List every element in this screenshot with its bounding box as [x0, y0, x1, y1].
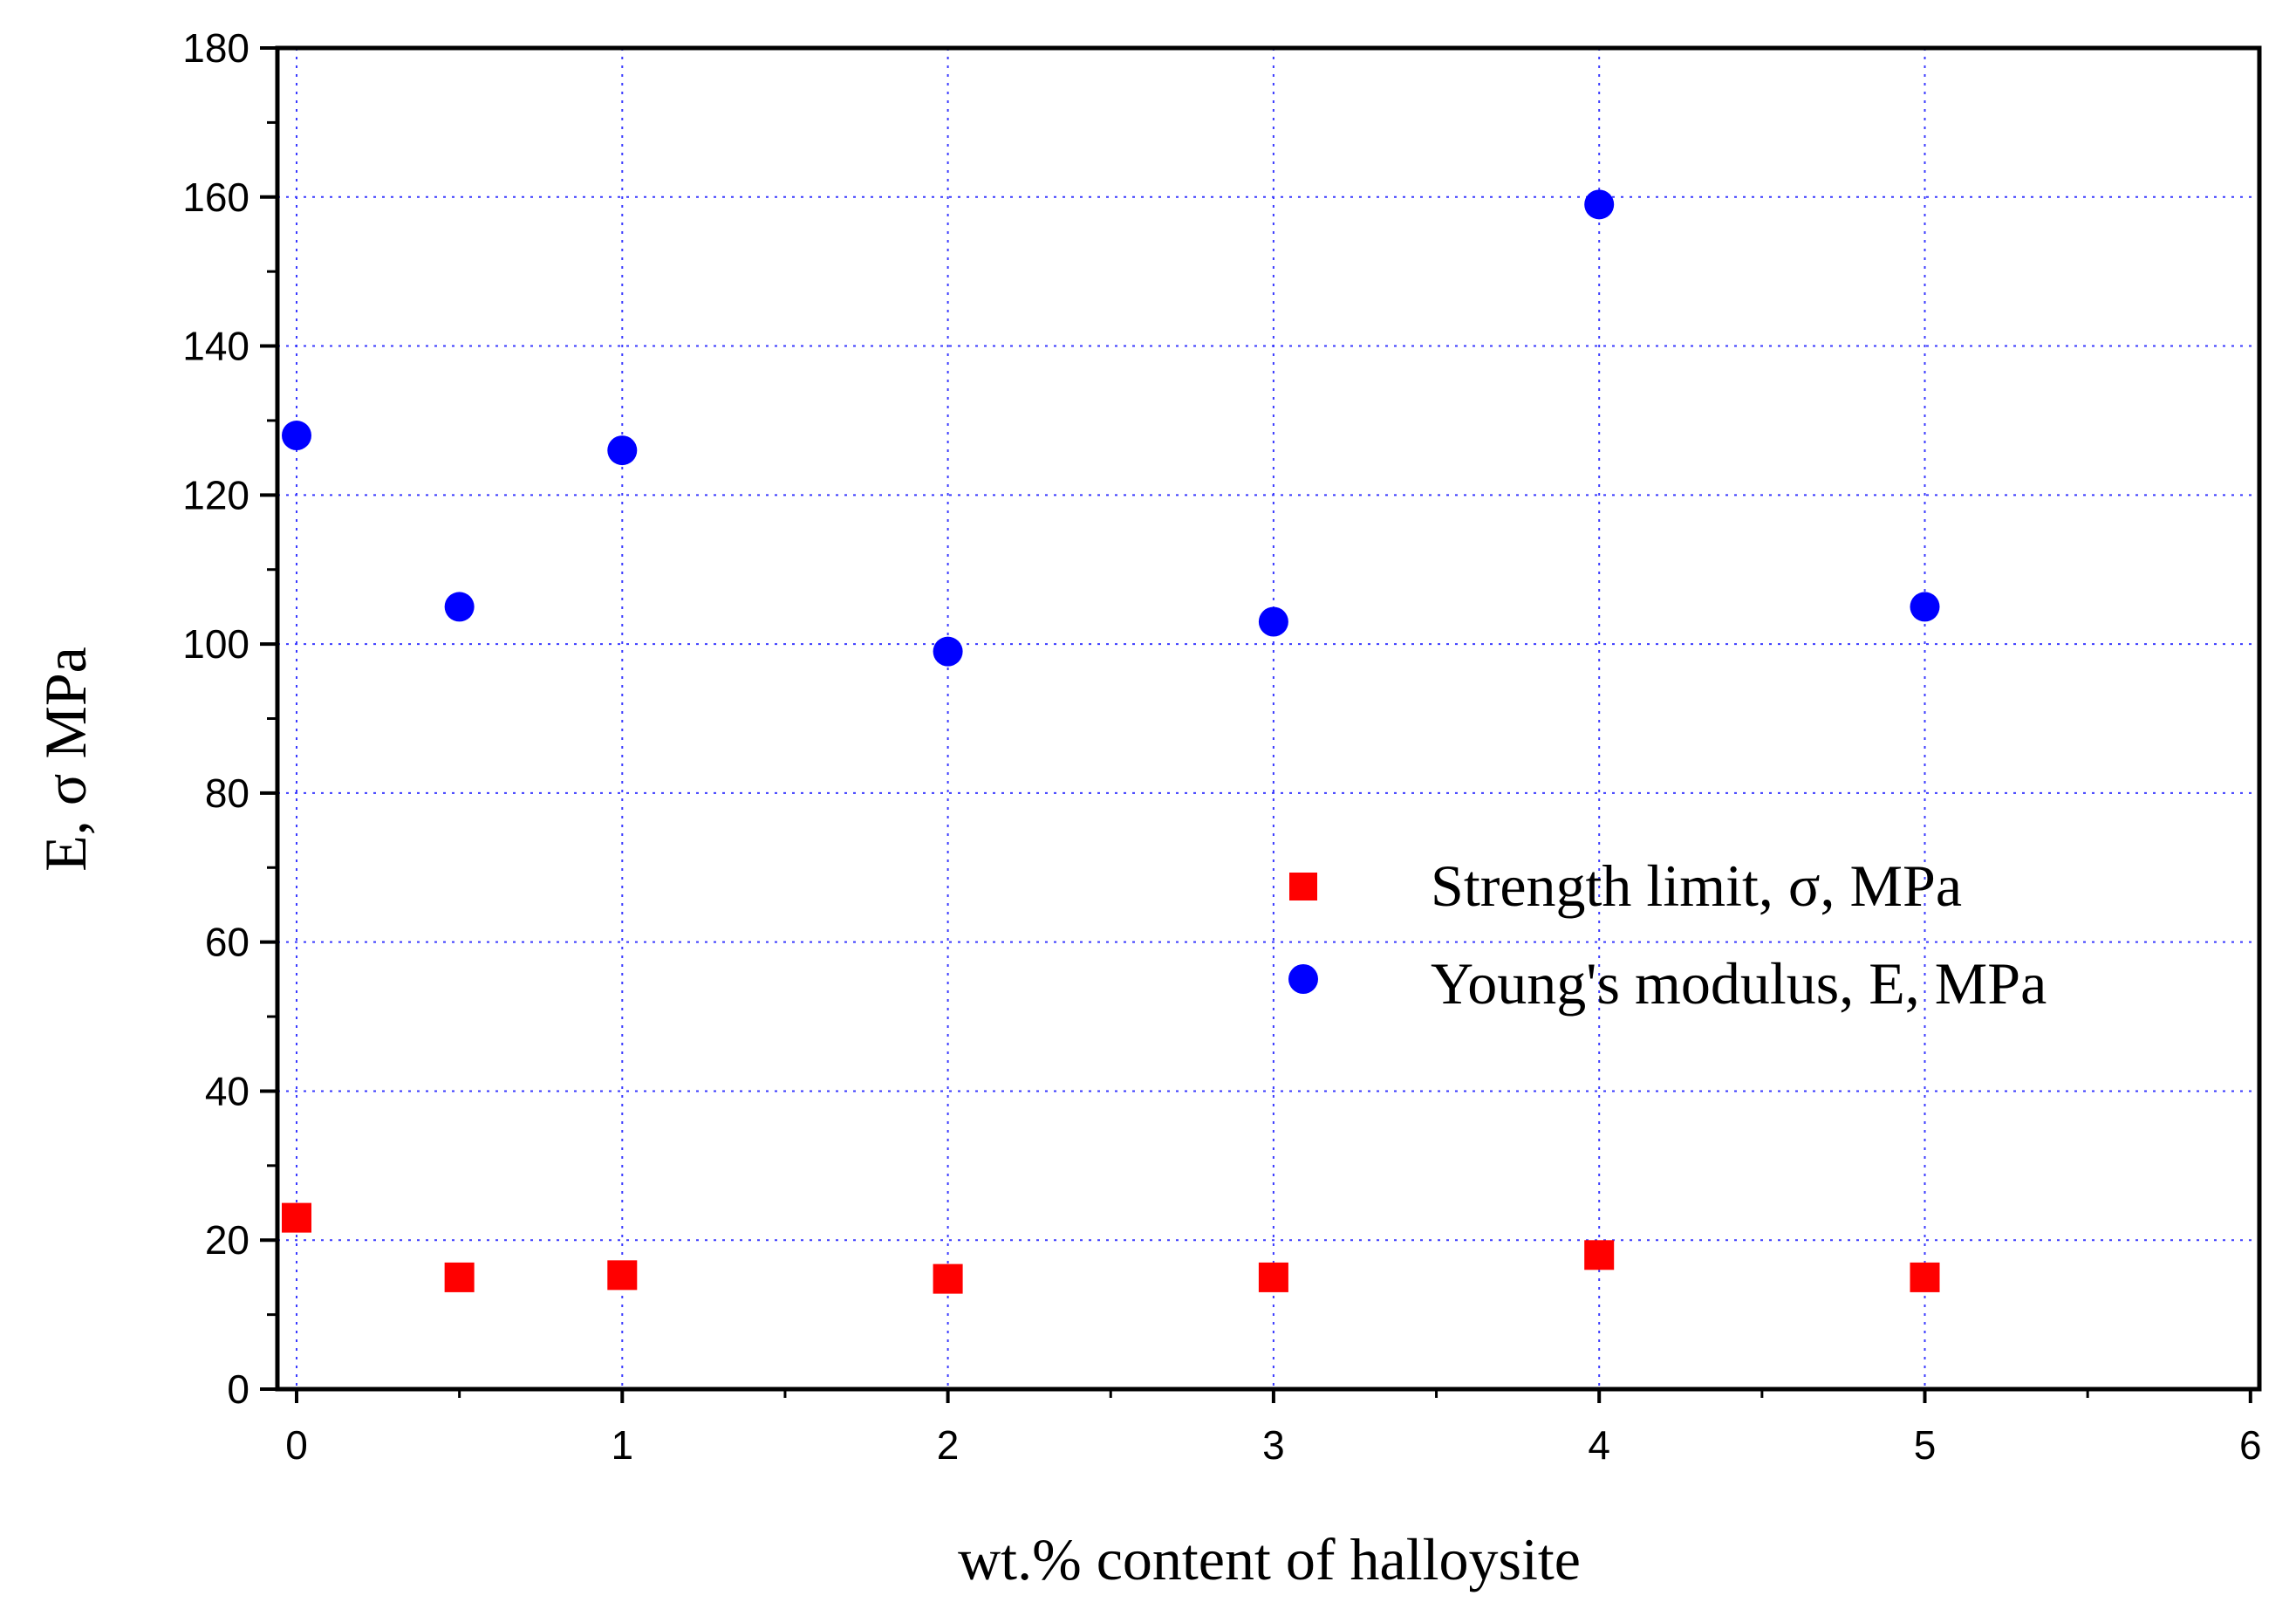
legend: Strength limit, σ, MPa Young's modulus, … — [1288, 853, 2047, 1017]
data-point-strength — [933, 1263, 963, 1294]
data-point-strength — [607, 1260, 638, 1291]
data-point-young — [1910, 592, 1940, 622]
y-tick-label: 20 — [205, 1217, 249, 1263]
x-tick-label: 0 — [285, 1422, 308, 1468]
x-tick-label: 5 — [1914, 1422, 1937, 1468]
legend-label-young: Young's modulus, E, MPa — [1431, 950, 2047, 1017]
grid — [277, 48, 2259, 1389]
data-point-strength — [1258, 1262, 1288, 1292]
x-tick-label: 6 — [2239, 1422, 2262, 1468]
y-tick-label: 40 — [205, 1068, 249, 1113]
data-point-strength — [444, 1262, 475, 1292]
legend-marker-young — [1288, 964, 1318, 994]
y-tick-label: 180 — [182, 25, 249, 71]
legend-marker-strength — [1289, 873, 1317, 900]
x-axis-title: wt.% content of halloysite — [958, 1526, 1581, 1592]
data-point-strength — [1584, 1240, 1615, 1270]
y-axis-title: E, σ MPa — [32, 647, 99, 872]
y-tick-label: 0 — [227, 1366, 249, 1412]
data-points — [282, 189, 1940, 1294]
data-point-strength — [282, 1202, 311, 1233]
data-point-young — [1258, 606, 1288, 637]
y-tick-label: 100 — [182, 621, 249, 667]
data-point-young — [933, 636, 963, 667]
x-tick-label: 2 — [937, 1422, 960, 1468]
y-tick-label: 140 — [182, 324, 249, 369]
data-point-young — [1584, 189, 1615, 220]
y-tick-label: 80 — [205, 770, 249, 816]
legend-label-strength: Strength limit, σ, MPa — [1431, 853, 1962, 919]
y-tick-label: 60 — [205, 920, 249, 965]
data-point-young — [282, 421, 311, 451]
data-point-strength — [1910, 1262, 1940, 1292]
x-tick-label: 1 — [612, 1422, 634, 1468]
data-point-young — [444, 592, 475, 622]
data-point-young — [607, 435, 638, 466]
x-tick-label: 3 — [1262, 1422, 1285, 1468]
plot-frame — [275, 45, 2262, 1392]
y-tick-label: 160 — [182, 175, 249, 220]
x-tick-label: 4 — [1588, 1422, 1610, 1468]
y-tick-label: 120 — [182, 472, 249, 517]
